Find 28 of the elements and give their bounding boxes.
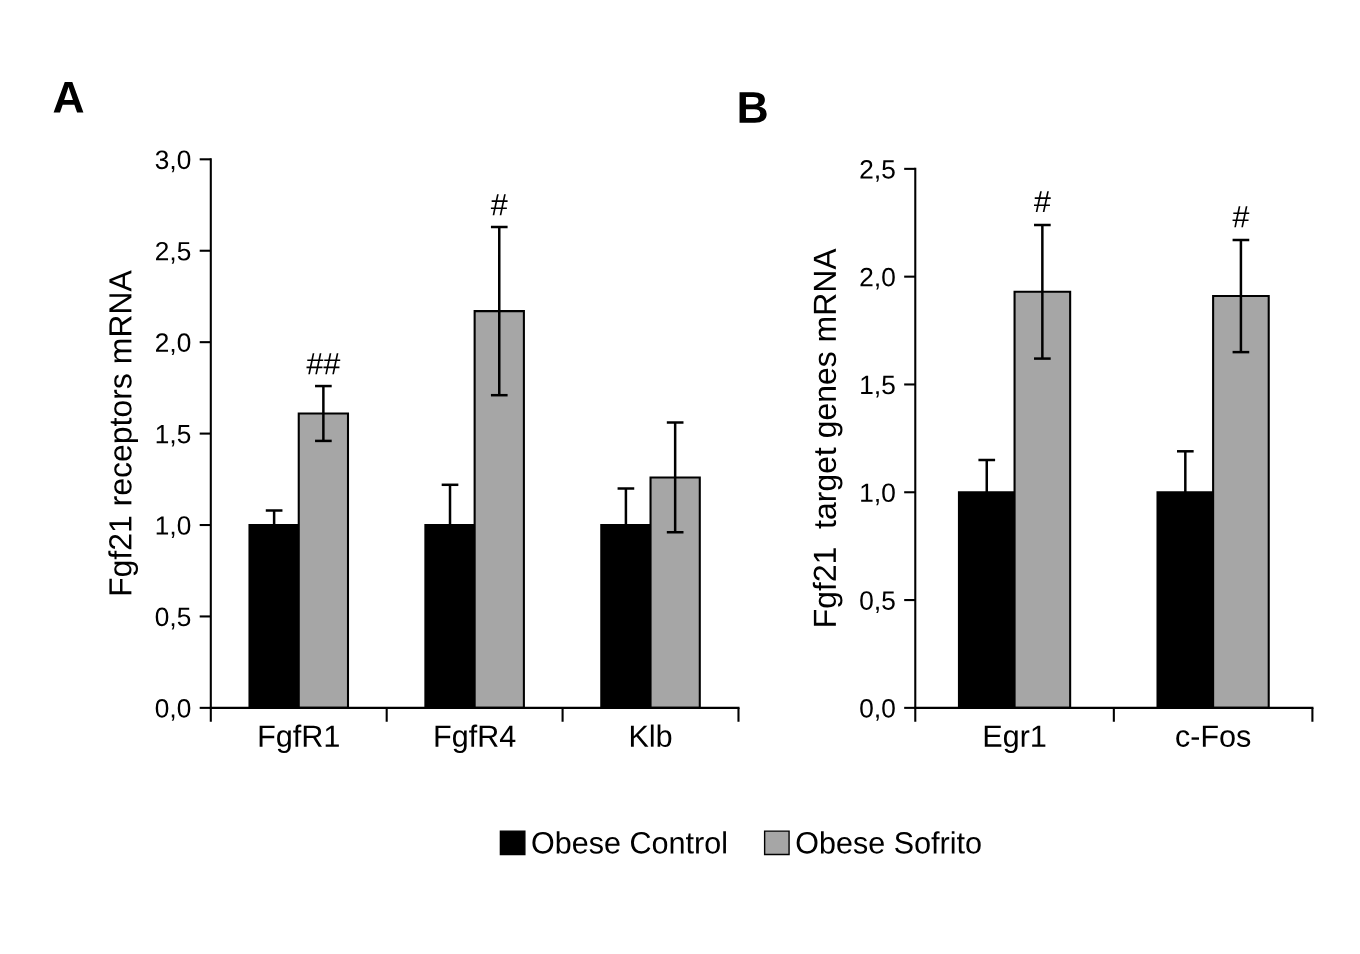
annotation: ## — [306, 353, 341, 375]
x-tick-label: Egr1 — [984, 725, 1046, 754]
annotation: # — [1034, 191, 1051, 213]
annotation: # — [1232, 206, 1250, 228]
y-tick-label: 2,0 — [156, 333, 191, 356]
x-tick-label: FgfR4 — [435, 724, 516, 754]
y-tick-label: 2,0 — [860, 267, 895, 290]
y-tick-label: 3,0 — [155, 150, 191, 173]
chart-title: B — [739, 92, 767, 123]
y-tick-label: 1,5 — [156, 425, 191, 447]
y-tick-label: 0,5 — [155, 607, 191, 630]
x-tick-label: Klb — [630, 724, 672, 747]
y-tick-label: 0,0 — [155, 699, 191, 721]
y-tick-label: 0,0 — [860, 699, 895, 721]
x-tick-label: c-Fos — [1176, 725, 1251, 747]
y-tick-label: 1,5 — [861, 375, 895, 398]
legend-label: Obese Control — [532, 831, 726, 854]
y-tick-label: 2,5 — [156, 241, 191, 264]
legend-label: Obese Sofrito — [796, 831, 981, 854]
x-tick-label: FgfR1 — [259, 724, 339, 754]
y-tick-label: 2,5 — [860, 159, 895, 182]
annotation: # — [490, 194, 508, 216]
y-axis-title: Fgf21 receptors mRNA — [108, 270, 139, 595]
y-axis-title: Fgf21 target genes mRNA — [812, 248, 843, 626]
y-tick-label: 0,5 — [860, 591, 895, 613]
chart-title: A — [53, 82, 84, 113]
y-tick-label: 1,0 — [861, 483, 895, 506]
y-tick-label: 1,0 — [156, 516, 191, 538]
